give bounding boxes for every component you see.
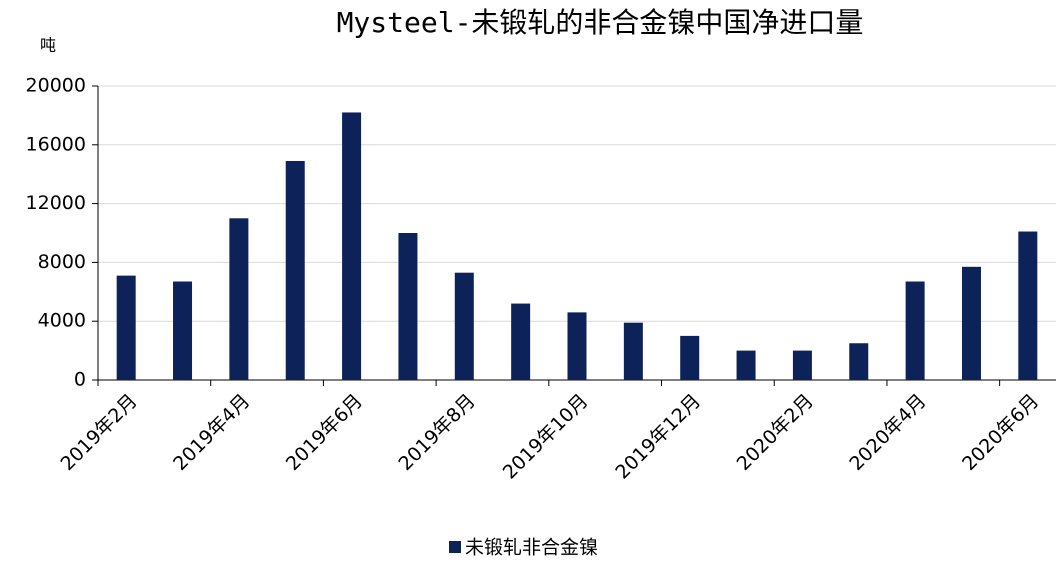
chart-title: Mysteel-未锻轧的非合金镍中国净进口量 (337, 6, 864, 39)
bar (454, 272, 474, 380)
legend-swatch (449, 541, 461, 553)
x-tick-label: 2019年10月 (499, 390, 593, 484)
bar (229, 218, 249, 380)
bar (736, 350, 756, 380)
bar (961, 266, 981, 380)
x-tick-label: 2020年4月 (845, 390, 930, 475)
bar (511, 303, 531, 380)
x-tick-label: 2020年6月 (958, 390, 1043, 475)
bar (567, 312, 587, 380)
bar (398, 233, 418, 380)
y-tick-label: 4000 (38, 310, 86, 332)
bar (116, 275, 136, 380)
bar (623, 322, 643, 380)
x-tick-label: 2019年4月 (169, 390, 254, 475)
x-tick-label: 2019年12月 (611, 390, 705, 484)
y-tick-label: 20000 (26, 75, 86, 97)
bar (285, 160, 305, 380)
y-axis-label: 吨 (40, 36, 56, 55)
y-tick-label: 16000 (26, 133, 86, 155)
x-tick-label: 2019年8月 (395, 390, 480, 475)
y-tick-label: 8000 (38, 251, 86, 273)
bar (342, 112, 362, 381)
x-tick-label: 2019年2月 (56, 390, 141, 475)
bar (905, 281, 925, 380)
bar (173, 281, 193, 380)
y-tick-label: 0 (74, 369, 86, 391)
bar (792, 350, 812, 380)
y-tick-label: 12000 (26, 192, 86, 214)
x-tick-label: 2019年6月 (282, 390, 367, 475)
x-tick-label: 2020年2月 (733, 390, 818, 475)
bar (1018, 231, 1038, 380)
legend-label: 未锻轧非合金镍 (465, 537, 598, 559)
bar (680, 335, 700, 380)
bar (849, 343, 869, 380)
